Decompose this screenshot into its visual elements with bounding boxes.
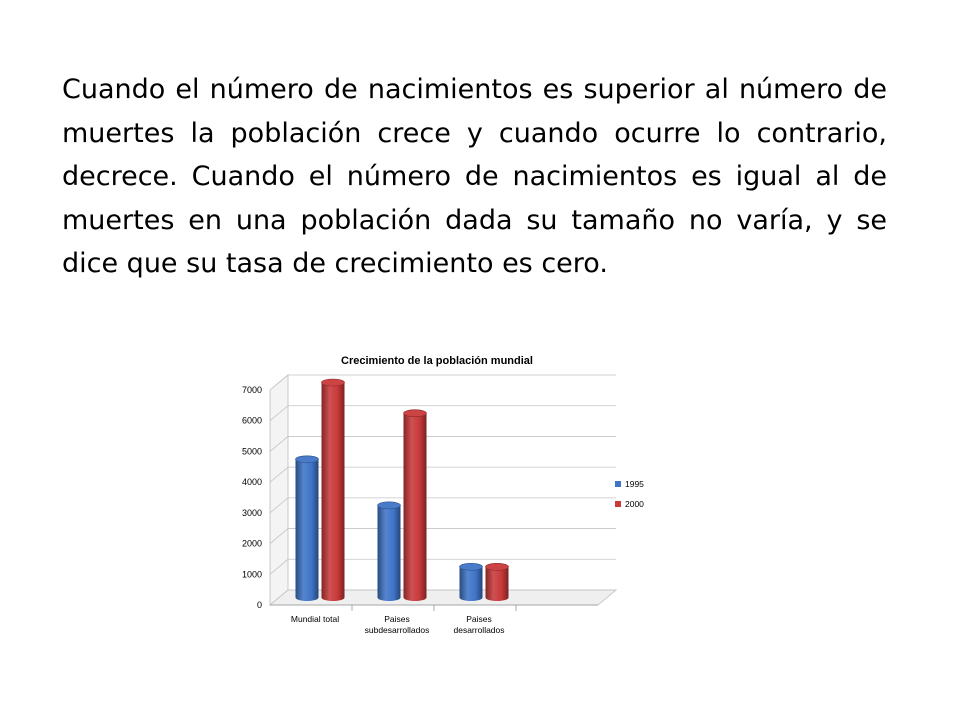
legend-label: 1995 (625, 479, 644, 489)
population-chart: Crecimiento de la población mundial 0 100… (222, 345, 646, 647)
gridline (269, 436, 616, 452)
gridline (269, 497, 616, 514)
y-tick-label: 0 (257, 600, 262, 610)
category-label: subdesarrollados (365, 625, 430, 635)
category-label: desarrollados (453, 625, 504, 635)
y-axis-ticks: 0 1000 2000 3000 4000 5000 6000 7000 (242, 385, 262, 610)
gridline (269, 374, 616, 391)
gridline (269, 528, 616, 544)
bar-body (403, 413, 427, 601)
bar-1-1 (403, 409, 427, 601)
y-tick-label: 1000 (242, 569, 262, 579)
bar-0-1 (321, 378, 345, 601)
legend-swatch (615, 481, 621, 487)
y-tick-label: 6000 (242, 416, 262, 426)
chart-title: Crecimiento de la población mundial (341, 355, 533, 367)
y-tick-label: 2000 (242, 539, 262, 549)
bar-group (295, 378, 509, 601)
bar-cap (459, 562, 483, 571)
bar-1-0 (377, 501, 401, 601)
bar-body (485, 566, 509, 601)
y-tick-label: 5000 (242, 446, 262, 456)
legend-label: 2000 (625, 499, 644, 509)
legend-swatch (615, 501, 621, 507)
y-tick-label: 4000 (242, 477, 262, 487)
bar-body (295, 459, 319, 601)
bar-cap (377, 501, 401, 510)
slide-paragraph: Cuando el número de nacimientos es super… (62, 74, 887, 280)
bar-body (321, 382, 345, 601)
x-axis-categories: Mundial total PaisessubdesarrolladosPaise… (270, 604, 598, 635)
bar-2-0 (459, 562, 483, 601)
y-tick-label: 7000 (242, 385, 262, 395)
category-label: Mundial total (291, 614, 339, 624)
bar-body (377, 505, 401, 601)
gridline (269, 558, 616, 575)
gridline (269, 405, 616, 422)
gridline (269, 466, 616, 483)
bar-cap (321, 378, 345, 387)
bar-2-1 (485, 562, 509, 601)
bar-cap (403, 409, 427, 418)
bar-0-0 (295, 455, 319, 601)
chart-legend: 1995 2000 (615, 479, 644, 509)
bar-cap (295, 455, 319, 464)
side-wall (269, 374, 289, 606)
bar-body (459, 566, 483, 601)
category-label: Paises (466, 614, 492, 624)
category-label: Paises (384, 614, 410, 624)
bar-cap (485, 562, 509, 571)
y-tick-label: 3000 (242, 508, 262, 518)
